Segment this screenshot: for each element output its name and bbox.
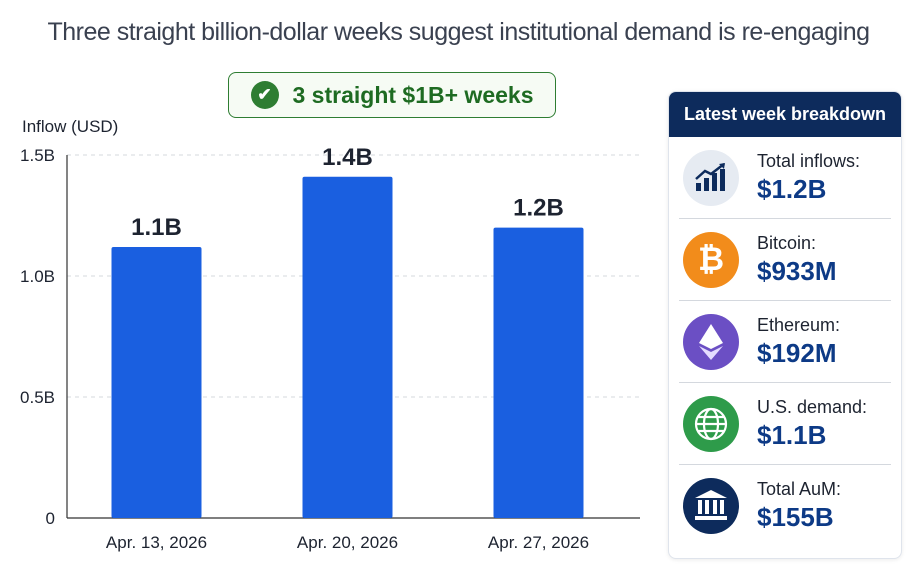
data-label: 1.2B [513, 195, 564, 222]
y-tick-label: 0 [46, 509, 55, 528]
data-label: 1.4B [322, 144, 373, 171]
bar [302, 176, 393, 518]
breakdown-item-total-inflows: Total inflows: $1.2B [679, 137, 891, 219]
item-label: U.S. demand: [757, 396, 868, 417]
panel-title: Latest week breakdown [669, 92, 901, 137]
x-tick-label: Apr. 20, 2026 [297, 533, 398, 552]
item-label: Total AuM: [757, 478, 842, 499]
breakdown-item-bitcoin: ₿ Bitcoin: $933M [679, 219, 891, 301]
item-label: Total inflows: [757, 150, 861, 171]
check-circle-icon: ✔ [250, 81, 279, 109]
bitcoin-icon: ₿ [683, 231, 739, 288]
data-label: 1.1B [131, 214, 182, 241]
breakdown-item-ethereum: Ethereum: $192M [679, 301, 891, 383]
bank-icon [683, 477, 739, 534]
breakdown-panel: Latest week breakdown Total inflows: $1.2… [668, 91, 902, 559]
badge-text: 3 straight $1B+ weeks [292, 81, 534, 108]
bar [493, 227, 584, 518]
item-label: Bitcoin: [757, 232, 817, 253]
y-axis-label: Inflow (USD) [22, 117, 118, 136]
item-value: $1.1B [757, 419, 827, 450]
ethereum-icon [683, 313, 739, 370]
breakdown-item-us-demand: U.S. demand: $1.1B [679, 383, 891, 465]
x-tick-label: Apr. 27, 2026 [488, 533, 589, 552]
x-tick-label: Apr. 13, 2026 [106, 533, 207, 552]
globe-icon [683, 395, 739, 452]
chart-trend-icon [683, 149, 739, 206]
y-tick-label: 1.5B [20, 146, 55, 165]
subtitle: Three straight billion-dollar weeks sugg… [47, 18, 870, 46]
item-value: $192M [757, 337, 837, 368]
bar [111, 246, 202, 518]
item-value: $155B [757, 501, 834, 532]
streak-badge: ✔ 3 straight $1B+ weeks [228, 72, 556, 118]
item-value: $1.2B [757, 173, 827, 204]
y-tick-label: 1.0B [20, 267, 55, 286]
inflow-bar-chart: Inflow (USD) 0 0.5B 1.0B 1.5B 1.1B Apr. 13, … [20, 117, 640, 552]
item-value: $933M [757, 255, 837, 286]
breakdown-item-total-aum: Total AuM: $155B [679, 465, 891, 546]
item-label: Ethereum: [757, 314, 841, 335]
y-tick-label: 0.5B [20, 388, 55, 407]
